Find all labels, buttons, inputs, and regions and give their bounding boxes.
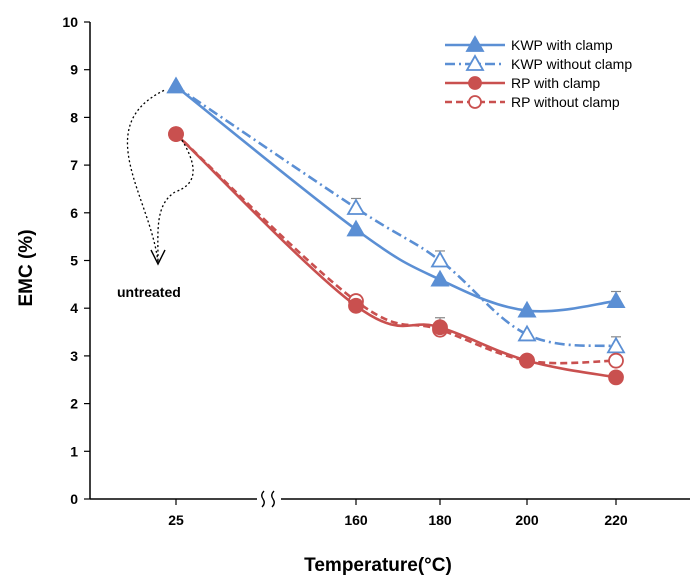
data-point [432,319,448,336]
annotation-arrow-left [126,89,165,263]
y-tick-label: 3 [70,348,78,364]
series-line [175,85,617,313]
y-ticks: 0 1 2 3 4 5 6 7 8 9 10 [62,14,90,507]
data-point [348,297,364,314]
series-line [175,85,617,348]
axis-break-mark [257,489,281,509]
x-tick-label: 200 [515,512,539,528]
data-point [430,250,450,268]
series-layer [166,76,626,386]
annotation-arrowhead [150,249,166,266]
legend-item: KWP with clamp [445,35,613,53]
legend-marker [465,35,485,52]
y-axis-title: EMC (%) [16,229,37,306]
data-point [166,76,186,94]
x-tick-label: 25 [168,512,184,528]
legend-marker [468,95,482,109]
y-tick-label: 2 [70,396,78,412]
x-tick-label: 180 [428,512,452,528]
y-tick-label: 4 [70,300,78,316]
data-point [517,324,537,342]
legend-marker [465,54,485,71]
annotation-arrow-right [157,139,194,263]
y-tick-label: 7 [70,157,78,173]
data-point [608,369,624,386]
y-tick-label: 1 [70,443,78,459]
legend-item: RP with clamp [445,75,600,91]
series-rp-without-clamp [168,126,624,369]
y-tick-label: 10 [62,14,78,30]
data-point [519,352,535,369]
data-point [608,352,624,369]
legend-item: RP without clamp [445,94,620,110]
legend: KWP with clamp KWP without clamp RP with c… [445,35,632,110]
data-point [517,300,537,318]
legend-label: KWP with clamp [511,37,613,53]
annotation-untreated: untreated [117,284,181,300]
legend-marker [468,76,482,90]
y-tick-label: 9 [70,62,78,78]
legend-label: RP with clamp [511,75,600,91]
legend-label: RP without clamp [511,94,620,110]
x-tick-label: 160 [344,512,368,528]
data-point [430,269,450,287]
annotation-layer: untreated [117,89,194,300]
data-point [346,219,366,237]
y-tick-label: 8 [70,109,78,125]
x-ticks: 25 160 180 200 220 [168,499,628,528]
y-tick-label: 6 [70,205,78,221]
x-tick-label: 220 [604,512,628,528]
y-tick-label: 0 [70,491,78,507]
series-line [175,133,617,379]
series-rp-with-clamp [168,126,624,386]
data-point [346,198,366,215]
legend-label: KWP without clamp [511,56,632,72]
data-point [168,126,184,142]
legend-item: KWP without clamp [445,54,632,72]
series-kwp-with-clamp [166,76,626,318]
series-line [175,133,617,365]
data-point [606,291,626,308]
y-tick-label: 5 [70,253,78,269]
x-axis-title: Temperature(°C) [304,555,452,576]
data-point [606,336,626,354]
